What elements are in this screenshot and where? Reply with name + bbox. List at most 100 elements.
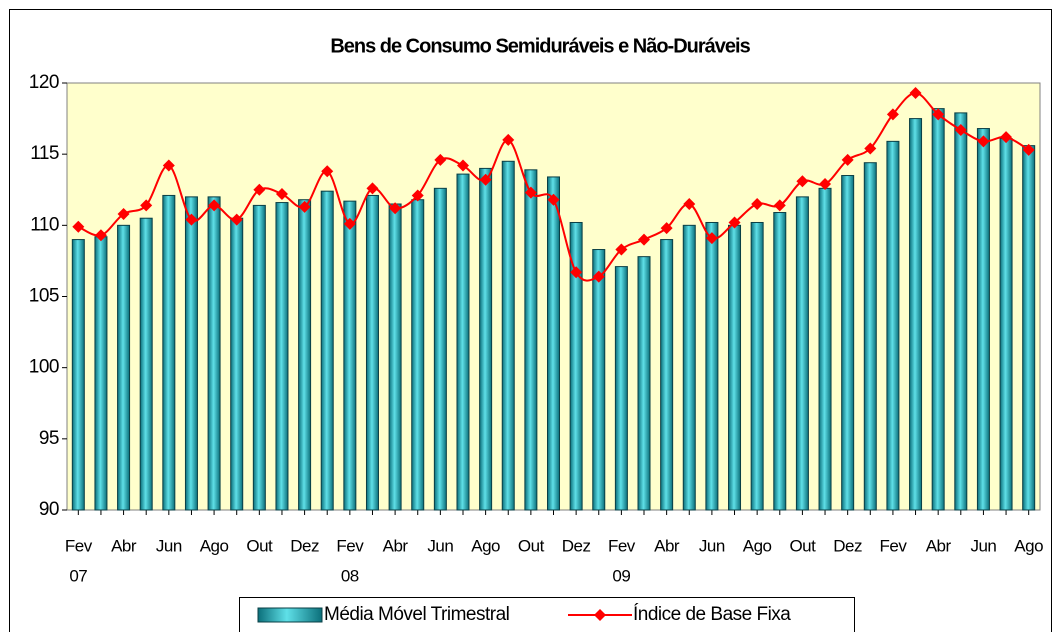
bar xyxy=(94,236,108,511)
x-tick-label: Jun xyxy=(156,536,182,555)
x-tick-label: Out xyxy=(789,536,816,555)
x-tick-label: Dez xyxy=(833,536,862,555)
line-marker xyxy=(841,153,854,166)
x-tick-label: Ago xyxy=(471,536,500,555)
x-year-label: 08 xyxy=(341,566,359,585)
legend-label: Média Móvel Trimestral xyxy=(324,604,509,625)
x-tick-label: Fev xyxy=(336,536,364,555)
line-marker xyxy=(1000,131,1013,144)
bar xyxy=(388,203,402,511)
line-marker xyxy=(366,182,379,195)
bar xyxy=(71,239,85,511)
bar xyxy=(524,169,538,511)
line-marker xyxy=(796,175,809,188)
bar xyxy=(931,108,945,511)
bar xyxy=(728,224,742,511)
line-marker xyxy=(456,159,469,172)
line-marker xyxy=(1022,143,1035,156)
line-marker xyxy=(751,197,764,210)
line-marker xyxy=(886,108,899,121)
line-marker xyxy=(638,233,651,246)
bar xyxy=(501,160,515,511)
line-marker xyxy=(909,86,922,99)
x-tick-label: Ago xyxy=(743,536,772,555)
line-marker xyxy=(208,199,221,212)
line-marker xyxy=(932,108,945,121)
bar xyxy=(863,162,877,511)
line-marker xyxy=(343,217,356,230)
line-marker xyxy=(94,229,107,242)
line-marker xyxy=(298,200,311,213)
y-tick-label: 110 xyxy=(30,214,59,235)
x-tick-label: Abr xyxy=(383,536,409,555)
bar xyxy=(117,224,131,511)
bar xyxy=(682,224,696,511)
line-marker xyxy=(954,123,967,136)
bar xyxy=(547,176,560,511)
x-tick-label: Dez xyxy=(290,536,319,555)
bar xyxy=(999,138,1013,511)
y-tick-label: 115 xyxy=(30,143,59,164)
y-tick-label: 100 xyxy=(29,357,59,378)
bar xyxy=(841,175,855,511)
y-tick-label: 105 xyxy=(29,286,59,307)
line-marker xyxy=(977,135,990,148)
x-year-label: 09 xyxy=(612,566,630,585)
y-tick-label: 120 xyxy=(29,72,59,93)
line-marker xyxy=(434,153,447,166)
bar xyxy=(162,194,176,511)
bar xyxy=(795,196,809,511)
line-marker xyxy=(411,189,424,202)
bar xyxy=(433,187,447,511)
bar xyxy=(343,200,357,511)
line-marker xyxy=(275,188,288,201)
line-marker xyxy=(253,183,266,196)
legend-marker xyxy=(594,609,606,621)
bar xyxy=(637,256,651,511)
line-marker xyxy=(570,266,583,279)
line-marker xyxy=(728,216,741,229)
x-tick-label: Jun xyxy=(427,536,453,555)
line-marker xyxy=(773,199,786,212)
bar xyxy=(479,167,493,511)
bar xyxy=(320,190,334,511)
bar xyxy=(252,204,266,511)
line-marker xyxy=(705,232,718,245)
bar xyxy=(184,196,198,511)
x-tick-label: Ago xyxy=(1014,536,1043,555)
line-marker xyxy=(230,213,243,226)
bar xyxy=(1022,145,1036,511)
bar xyxy=(750,221,764,511)
bar xyxy=(954,112,968,511)
y-tick-label: 90 xyxy=(39,499,59,520)
bar xyxy=(411,199,425,511)
bar xyxy=(275,202,289,511)
legend-swatch xyxy=(257,607,323,623)
x-tick-label: Abr xyxy=(111,536,137,555)
line-marker xyxy=(547,193,560,206)
legend-box xyxy=(239,597,855,632)
line-marker xyxy=(592,270,605,283)
bar xyxy=(886,140,900,511)
line-marker xyxy=(72,220,85,233)
line-marker xyxy=(502,133,515,146)
bar xyxy=(614,266,628,511)
x-tick-label: Fev xyxy=(608,536,636,555)
x-tick-label: Abr xyxy=(926,536,952,555)
line-marker xyxy=(321,165,334,178)
bar xyxy=(909,118,923,511)
x-tick-label: Abr xyxy=(654,536,680,555)
bar xyxy=(976,128,990,511)
line-marker xyxy=(660,222,673,235)
x-tick-label: Fev xyxy=(65,536,93,555)
x-tick-label: Ago xyxy=(200,536,229,555)
bar xyxy=(660,239,674,511)
x-tick-label: Jun xyxy=(699,536,725,555)
bar xyxy=(818,187,832,511)
x-tick-label: Out xyxy=(518,536,545,555)
x-year-label: 07 xyxy=(69,566,87,585)
bar xyxy=(139,217,153,511)
bar xyxy=(705,221,719,511)
line-marker xyxy=(615,243,628,256)
